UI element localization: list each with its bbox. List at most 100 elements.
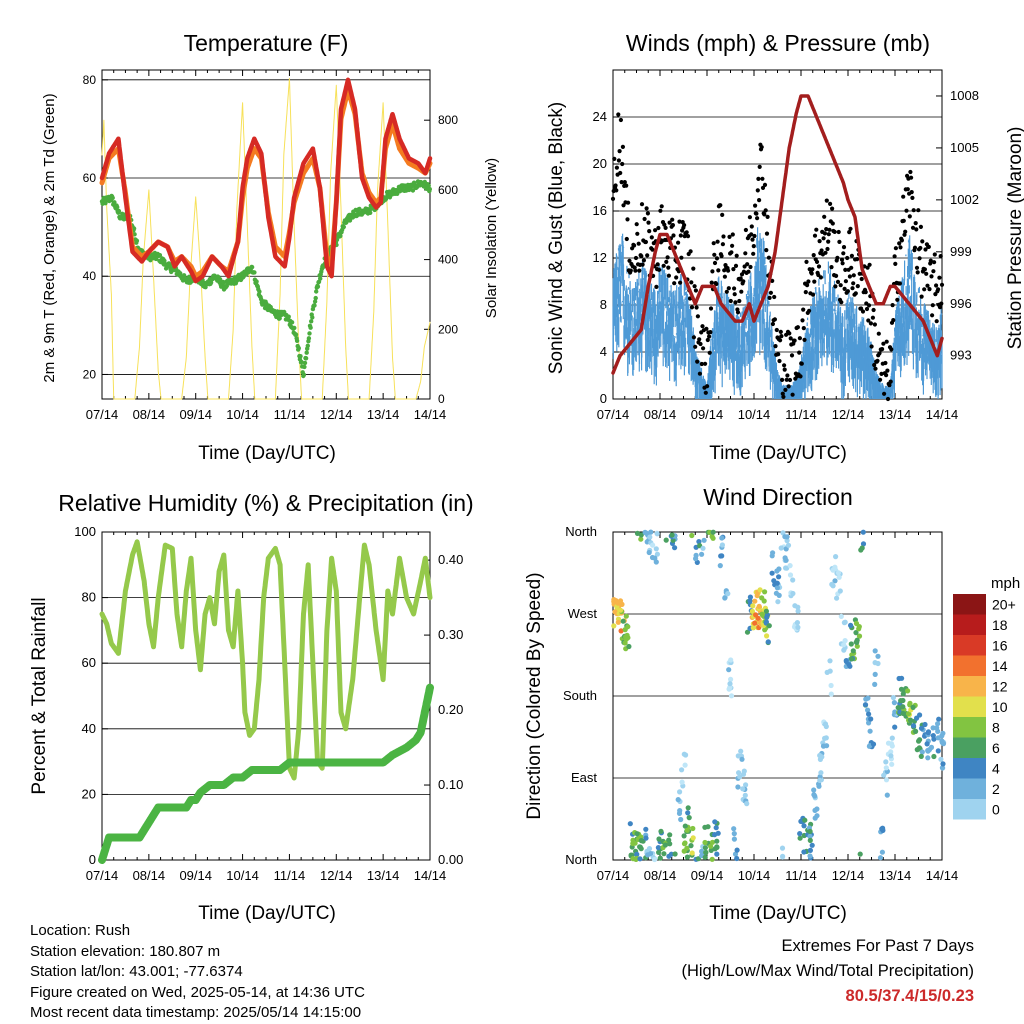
gust-point	[693, 344, 698, 349]
gust-point	[873, 366, 878, 371]
gust-point	[859, 276, 864, 282]
gust-point	[655, 262, 660, 267]
gust-point	[845, 289, 851, 294]
humidity-xtick-label: 12/14	[320, 868, 353, 883]
gust-point	[650, 247, 655, 252]
gust-point	[614, 188, 619, 193]
direction-point	[850, 648, 856, 654]
gust-point	[665, 255, 670, 260]
legend-label: 0	[992, 801, 1000, 817]
direction-point	[727, 681, 733, 687]
gust-point	[800, 318, 805, 323]
gust-point	[778, 329, 783, 334]
winds-ylabel-right: Station Pressure (Maroon)	[1005, 127, 1024, 350]
direction-point	[611, 623, 617, 629]
gust-point	[870, 315, 876, 320]
legend-swatch	[953, 676, 986, 697]
humidity-xtick-label: 13/14	[367, 868, 400, 883]
gust-point	[864, 306, 870, 312]
temp-2m-line	[99, 77, 433, 284]
temperature-y2tick-label: 400	[438, 253, 458, 267]
direction-point	[892, 709, 898, 715]
humidity-xtick-label: 10/14	[226, 868, 259, 883]
direction-point	[661, 851, 667, 857]
gust-point	[835, 279, 841, 284]
direction-point	[682, 823, 688, 829]
direction-ytick-label: West	[568, 606, 598, 621]
gust-point	[790, 392, 795, 397]
legend-swatch	[953, 778, 986, 799]
gust-point	[847, 274, 853, 279]
direction-point	[888, 753, 894, 759]
direction-point	[795, 624, 801, 631]
direction-point	[663, 537, 669, 543]
gust-point	[812, 279, 817, 284]
gust-point	[868, 321, 874, 326]
gust-point	[805, 283, 810, 288]
gust-point	[872, 362, 877, 368]
dewpoint-point	[313, 295, 318, 301]
dewpoint-point	[252, 270, 257, 275]
gust-point	[918, 245, 923, 251]
winds-ytick-label: 20	[593, 156, 607, 171]
direction-point	[811, 787, 817, 793]
temperature-xtick-label: 14/14	[414, 407, 447, 422]
dewpoint-point	[338, 233, 343, 239]
gust-point	[888, 379, 893, 384]
direction-title: Wind Direction	[703, 484, 853, 510]
legend-label: 16	[992, 637, 1008, 653]
gust-point	[752, 233, 757, 239]
legend-label: 20+	[992, 596, 1016, 612]
gust-point	[633, 255, 639, 261]
gust-point	[768, 290, 774, 295]
gust-point	[714, 256, 720, 261]
gust-point	[708, 306, 714, 311]
gust-point	[837, 239, 842, 244]
gust-point	[707, 334, 712, 339]
gust-point	[754, 211, 759, 216]
direction-point	[938, 756, 944, 762]
direction-point	[900, 697, 906, 704]
direction-point	[714, 844, 720, 850]
winds-y2tick-label: 996	[950, 296, 972, 311]
gust-point	[928, 258, 933, 263]
winds-y2tick-label: 1002	[950, 192, 979, 207]
winds-ytick-label: 12	[593, 250, 607, 265]
direction-point	[889, 735, 895, 741]
direction-point	[747, 598, 753, 604]
dewpoint-point	[112, 200, 117, 205]
gust-point	[914, 265, 920, 270]
gust-point	[939, 282, 945, 287]
gust-point	[878, 377, 883, 382]
gust-point	[876, 331, 881, 336]
direction-point	[719, 535, 725, 541]
direction-point	[939, 738, 945, 744]
direction-point	[681, 833, 687, 839]
gust-point	[640, 262, 645, 267]
direction-point	[736, 770, 742, 776]
gust-point	[704, 326, 709, 331]
temperature-xtick-label: 13/14	[367, 407, 400, 422]
dewpoint-point	[298, 354, 303, 359]
dewpoint-point	[110, 195, 115, 201]
gust-point	[763, 208, 768, 213]
gust-point	[724, 289, 729, 294]
direction-xtick-label: 11/14	[785, 868, 817, 883]
legend-swatch	[953, 594, 986, 615]
direction-point	[750, 603, 756, 609]
gust-point	[767, 295, 772, 300]
gust-point	[918, 224, 924, 229]
direction-point	[696, 539, 702, 545]
direction-point	[632, 840, 638, 846]
dewpoint-point	[341, 224, 346, 230]
direction-point	[763, 619, 770, 625]
direction-point	[685, 810, 691, 816]
gust-point	[810, 267, 815, 272]
direction-point	[656, 836, 662, 842]
gust-point	[639, 254, 644, 259]
temperature-ytick-label: 60	[83, 171, 97, 185]
direction-point	[918, 725, 925, 731]
gust-point	[709, 280, 714, 285]
gust-point	[802, 337, 807, 342]
gust-point	[833, 284, 838, 289]
